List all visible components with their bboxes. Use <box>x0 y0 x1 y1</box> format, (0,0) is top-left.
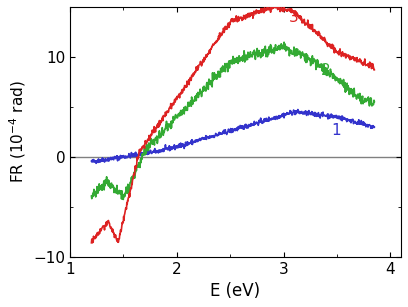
Text: 1: 1 <box>332 123 341 138</box>
Text: 3: 3 <box>289 10 299 25</box>
Text: 2: 2 <box>321 63 330 78</box>
X-axis label: E (eV): E (eV) <box>211 282 261 300</box>
Y-axis label: FR (10$^{-4}$ rad): FR (10$^{-4}$ rad) <box>7 80 28 183</box>
